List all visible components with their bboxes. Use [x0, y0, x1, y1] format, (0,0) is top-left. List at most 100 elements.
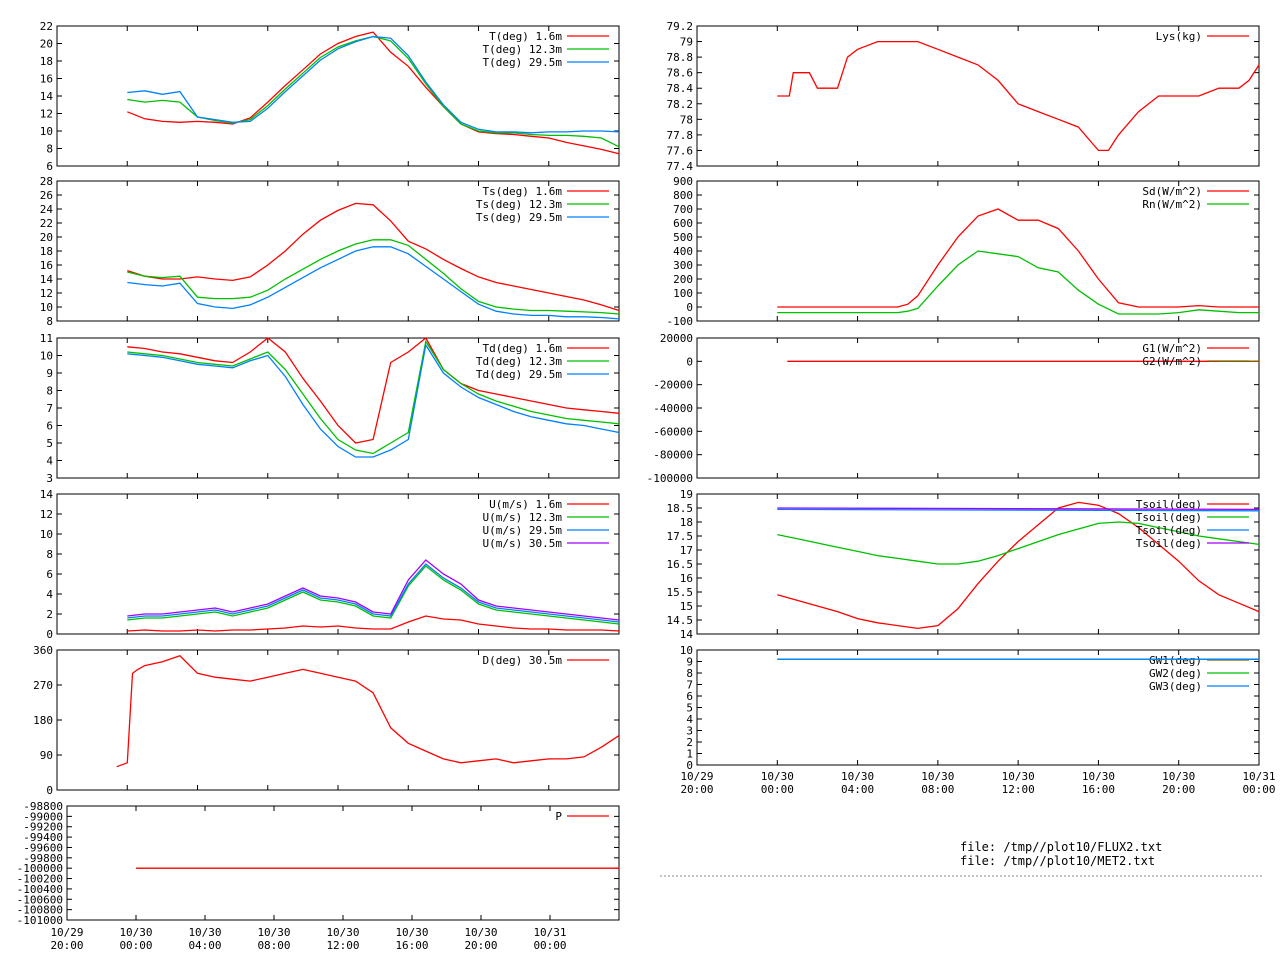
y-tick-label: 16.5 [667, 558, 694, 571]
file-label-flux: file: /tmp//plot10/FLUX2.txt [960, 840, 1163, 854]
y-tick-label: 18.5 [667, 502, 694, 515]
y-tick-label: 5 [46, 437, 53, 450]
legend-label: Tsoil(deg) [1136, 511, 1202, 524]
legend-label: GW3(deg) [1149, 680, 1202, 693]
series-line-td-1 [127, 339, 620, 455]
series-line-tsoil-2 [777, 508, 1260, 512]
y-tick-label: -99000 [23, 810, 63, 823]
legend-label: Ts(deg) 1.6m [483, 185, 563, 198]
y-tick-label: 4 [46, 455, 53, 468]
legend-label: T(deg) 1.6m [489, 30, 562, 43]
time-tick-date: 10/30 [1002, 770, 1035, 783]
y-tick-label: 7 [686, 679, 693, 692]
time-tick-hour: 04:00 [841, 783, 874, 796]
y-tick-label: 12 [40, 287, 53, 300]
panel-g: 20000 0 -20000 -40000 -60000 -80000 -100000 G1(… [647, 332, 1260, 485]
series-line-tsoil-3 [777, 507, 1260, 511]
time-tick-hour: 00:00 [119, 939, 152, 952]
y-tick-label: 400 [673, 245, 693, 258]
legend-label: Ts(deg) 29.5m [476, 211, 562, 224]
y-tick-label: -100000 [647, 472, 693, 485]
time-tick-date: 10/29 [50, 926, 83, 939]
time-tick-date: 10/30 [188, 926, 221, 939]
y-tick-label: -100800 [17, 904, 63, 917]
time-tick-date: 10/30 [464, 926, 497, 939]
time-tick-date: 10/31 [533, 926, 566, 939]
panel-p: -101000-100800-100600-100400-100200-1000… [17, 800, 620, 927]
y-tick-label: 14 [40, 90, 54, 103]
y-tick-label: 3 [46, 472, 53, 485]
time-tick-hour: 12:00 [326, 939, 359, 952]
legend-label: Sd(W/m^2) [1142, 185, 1202, 198]
y-tick-label: 10 [40, 125, 53, 138]
legend-label: U(m/s) 12.3m [483, 511, 563, 524]
y-tick-label: -99200 [23, 821, 63, 834]
y-tick-label: 19 [680, 488, 693, 501]
time-tick-date: 10/30 [395, 926, 428, 939]
y-tick-label: 79.2 [667, 20, 694, 33]
y-tick-label: 79 [680, 36, 693, 49]
time-tick-date: 10/30 [119, 926, 152, 939]
y-tick-label: -100600 [17, 893, 63, 906]
time-tick-hour: 04:00 [188, 939, 221, 952]
panel-t: 22 20 18 16 14 12 10 8 6 T(deg) 1.6mT(deg) 12.3mT… [40, 20, 620, 173]
time-tick-hour: 00:00 [533, 939, 566, 952]
y-tick-label: 78.8 [667, 51, 694, 64]
legend-label: Lys(kg) [1156, 30, 1202, 43]
y-tick-label: 90 [40, 749, 53, 762]
y-tick-label: 0 [46, 784, 53, 797]
legend-label: Td(deg) 1.6m [483, 342, 563, 355]
y-tick-label: 16 [680, 572, 693, 585]
y-tick-label: -99400 [23, 831, 63, 844]
y-tick-label: 10 [40, 350, 53, 363]
y-tick-label: -101000 [17, 914, 63, 927]
series-line-ts-1 [127, 239, 620, 315]
y-tick-label: 14 [680, 628, 694, 641]
y-tick-label: 78 [680, 113, 693, 126]
series-line-u-2 [127, 563, 620, 623]
y-tick-label: 78.2 [667, 98, 694, 111]
legend-label: Ts(deg) 12.3m [476, 198, 562, 211]
y-tick-label: -80000 [653, 449, 693, 462]
time-axis-right: 10/2920:0010/3000:0010/3004:0010/3008:00… [680, 770, 1275, 796]
series-line-ts-2 [127, 246, 620, 320]
legend-label: Rn(W/m^2) [1142, 198, 1202, 211]
y-tick-label: -100400 [17, 883, 63, 896]
y-tick-label: 0 [686, 355, 693, 368]
time-tick-date: 10/30 [257, 926, 290, 939]
y-tick-label: 12 [40, 508, 53, 521]
y-tick-label: 9 [686, 656, 693, 669]
y-tick-label: 20 [40, 231, 53, 244]
series-line-tsoil-0 [777, 501, 1260, 630]
y-tick-label: 26 [40, 189, 53, 202]
series-line-rad-0 [777, 208, 1259, 308]
y-tick-label: 14.5 [667, 614, 694, 627]
y-tick-label: 20000 [660, 332, 693, 345]
series-line-lys-0 [777, 40, 1260, 152]
y-tick-label: 15.5 [667, 586, 694, 599]
y-tick-label: 1 [686, 748, 693, 761]
time-tick-hour: 00:00 [1242, 783, 1275, 796]
y-tick-label: 8 [46, 548, 53, 561]
series-line-tsoil-1 [777, 521, 1260, 565]
series-line-d-0 [116, 655, 620, 768]
y-tick-label: 100 [673, 287, 693, 300]
y-tick-label: -60000 [653, 425, 693, 438]
y-tick-label: 10 [680, 644, 693, 657]
legend-label: Tsoil(deg) [1136, 537, 1202, 550]
y-tick-label: 700 [673, 203, 693, 216]
time-tick-date: 10/29 [680, 770, 713, 783]
plot-frame [696, 25, 1260, 167]
series-line-td-0 [127, 337, 620, 444]
y-tick-label: 600 [673, 217, 693, 230]
series-line-td-2 [127, 343, 620, 458]
y-tick-label: 200 [673, 273, 693, 286]
y-tick-label: 0 [686, 759, 693, 772]
y-tick-label: 14 [40, 488, 54, 501]
y-tick-label: 6 [46, 160, 53, 173]
legend-label: U(m/s) 1.6m [489, 498, 562, 511]
y-tick-label: 11 [40, 332, 53, 345]
